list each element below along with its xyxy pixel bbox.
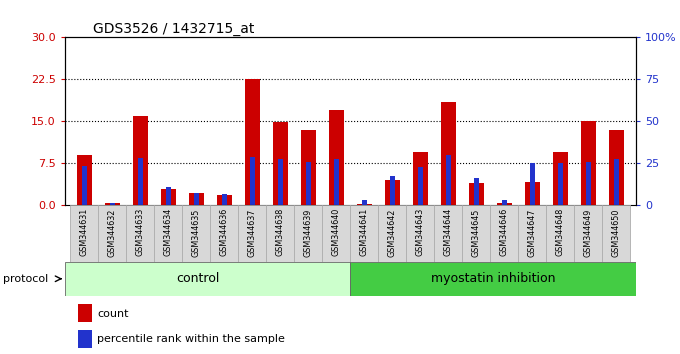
Text: control: control (176, 272, 219, 285)
Text: GSM344649: GSM344649 (583, 208, 593, 257)
Text: GSM344631: GSM344631 (80, 208, 88, 256)
Bar (474, 178, 479, 205)
Bar (609, 130, 624, 205)
Bar (558, 163, 563, 205)
Bar (70, 205, 98, 262)
Text: GSM344650: GSM344650 (612, 208, 621, 257)
Text: GSM344647: GSM344647 (528, 208, 537, 257)
Text: GSM344642: GSM344642 (388, 208, 396, 257)
Bar (334, 159, 339, 205)
Bar (384, 180, 400, 205)
Bar (613, 159, 619, 205)
Text: protocol: protocol (3, 274, 49, 284)
Bar (418, 167, 423, 205)
Bar (581, 121, 596, 205)
Bar (216, 195, 232, 205)
Text: GDS3526 / 1432715_at: GDS3526 / 1432715_at (93, 22, 254, 36)
Bar (250, 156, 255, 205)
Bar (496, 202, 512, 205)
Bar (137, 158, 143, 205)
Bar (356, 204, 372, 205)
Bar (585, 161, 591, 205)
Bar (306, 161, 311, 205)
Text: GSM344635: GSM344635 (192, 208, 201, 257)
Bar (530, 163, 534, 205)
Text: percentile rank within the sample: percentile rank within the sample (97, 334, 285, 344)
Text: GSM344639: GSM344639 (304, 208, 313, 257)
Text: GSM344632: GSM344632 (107, 208, 117, 257)
Bar (469, 183, 484, 205)
Text: GSM344646: GSM344646 (500, 208, 509, 256)
Bar (350, 205, 378, 262)
Bar (105, 202, 120, 205)
Bar (245, 79, 260, 205)
Bar (266, 205, 294, 262)
Bar (322, 205, 350, 262)
Text: count: count (97, 308, 129, 319)
Bar (126, 205, 154, 262)
Bar (160, 188, 176, 205)
Text: GSM344645: GSM344645 (472, 208, 481, 257)
Bar (98, 205, 126, 262)
Text: GSM344633: GSM344633 (136, 208, 145, 256)
Bar (518, 205, 546, 262)
Bar (524, 182, 540, 205)
Text: GSM344648: GSM344648 (556, 208, 564, 256)
Bar (133, 116, 148, 205)
Text: GSM344644: GSM344644 (444, 208, 453, 256)
Bar (78, 330, 92, 348)
Bar (553, 152, 568, 205)
Bar (222, 194, 226, 205)
Bar (406, 205, 435, 262)
Bar (574, 205, 602, 262)
Bar (294, 205, 322, 262)
Bar (350, 262, 636, 296)
Bar (65, 262, 350, 296)
Bar (238, 205, 266, 262)
Bar (445, 155, 451, 205)
Bar (82, 166, 87, 205)
Bar (277, 159, 283, 205)
Bar (76, 155, 92, 205)
Bar (166, 187, 171, 205)
Bar (182, 205, 210, 262)
Bar (210, 205, 238, 262)
Text: GSM344640: GSM344640 (332, 208, 341, 256)
Bar (194, 193, 199, 205)
Bar (301, 130, 316, 205)
Text: GSM344634: GSM344634 (164, 208, 173, 256)
Bar (390, 176, 394, 205)
Bar (546, 205, 574, 262)
Text: GSM344641: GSM344641 (360, 208, 369, 256)
Bar (154, 205, 182, 262)
Bar (441, 102, 456, 205)
Bar (413, 152, 428, 205)
Bar (188, 193, 204, 205)
Bar (602, 205, 630, 262)
Bar (109, 202, 115, 205)
Text: GSM344637: GSM344637 (248, 208, 257, 257)
Text: GSM344636: GSM344636 (220, 208, 228, 256)
Text: GSM344638: GSM344638 (275, 208, 285, 256)
Bar (78, 304, 92, 322)
Bar (462, 205, 490, 262)
Bar (362, 200, 367, 205)
Text: myostatin inhibition: myostatin inhibition (430, 272, 556, 285)
Text: GSM344643: GSM344643 (415, 208, 425, 256)
Bar (502, 200, 507, 205)
Bar (378, 205, 406, 262)
Bar (328, 110, 344, 205)
Bar (273, 122, 288, 205)
Bar (490, 205, 518, 262)
Bar (435, 205, 462, 262)
